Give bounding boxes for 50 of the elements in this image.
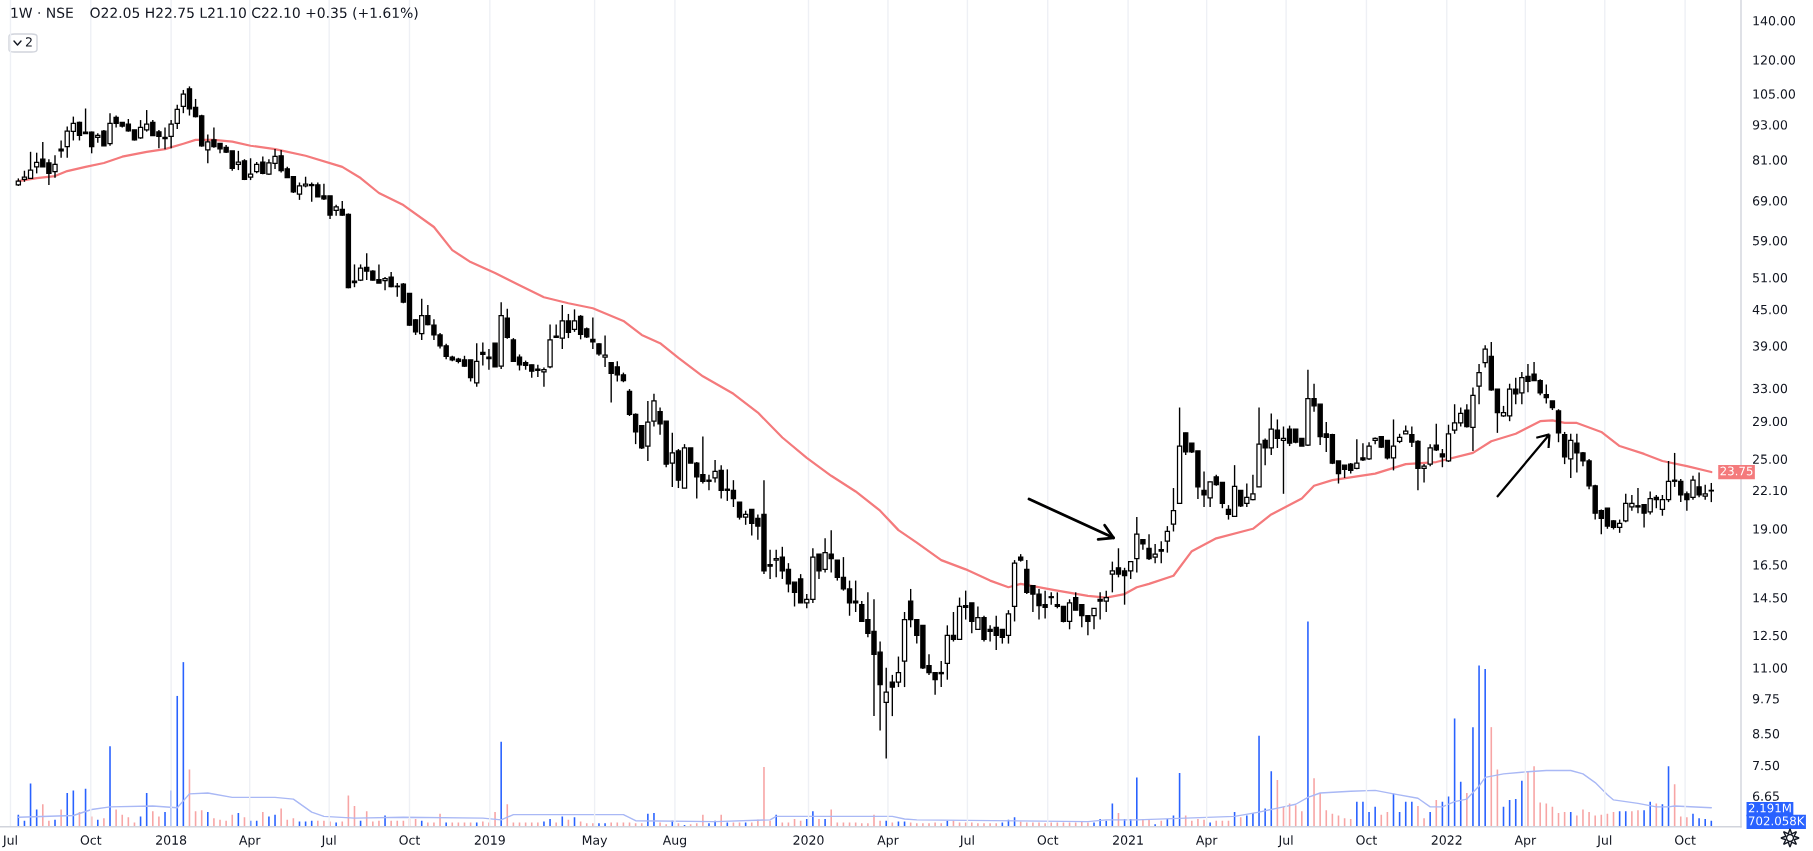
y-tick-label: 33.00 xyxy=(1753,383,1788,394)
x-tick-label: Jul xyxy=(320,835,336,848)
y-tick-label: 39.00 xyxy=(1753,341,1788,351)
y-tick-label: 45.00 xyxy=(1752,304,1788,315)
x-tick-label: 2019 xyxy=(474,835,505,845)
x-tick-label: Jul xyxy=(2,835,17,848)
x-tick-label: Aug xyxy=(662,835,686,848)
y-tick-label: 81.00 xyxy=(1752,155,1788,165)
y-tick-label: 29.00 xyxy=(1753,416,1788,427)
y-tick-label: 16.50 xyxy=(1753,560,1788,570)
y-tick-label: 6.65 xyxy=(1752,791,1779,801)
y-tick-label: 93.00 xyxy=(1752,120,1788,130)
y-tick-label: 59.00 xyxy=(1753,235,1788,246)
y-tick-label: 22.10 xyxy=(1753,485,1788,496)
x-tick-label: 2022 xyxy=(1431,835,1462,845)
y-tick-label: 25.00 xyxy=(1753,454,1788,464)
y-tick-label: 8.50 xyxy=(1752,728,1780,739)
y-tick-label: 12.50 xyxy=(1753,630,1788,641)
chart-subtitle: O22.05 H22.75 L21.10 C22.10 +0.35 (+1.61%) xyxy=(90,7,418,20)
annotation: 2 xyxy=(25,37,32,47)
y-tick-label: 105.00 xyxy=(1753,89,1796,99)
x-tick-label: 2018 xyxy=(156,835,187,845)
x-tick-label: Oct xyxy=(80,835,102,845)
x-tick-label: Jul xyxy=(959,835,974,848)
x-tick-label: Apr xyxy=(1195,835,1218,848)
y-tick-label: 7.50 xyxy=(1753,760,1780,771)
y-tick-label: 120.00 xyxy=(1753,55,1796,65)
y2-tick-label: 702.058K xyxy=(1748,816,1805,826)
x-tick-label: Apr xyxy=(877,835,899,848)
x-tick-label: Jul xyxy=(1596,835,1612,848)
x-tick-label: 2020 xyxy=(793,835,824,845)
y-tick-label: 11.00 xyxy=(1753,663,1788,673)
x-tick-label: Oct xyxy=(1356,835,1377,845)
y-tick-label: 19.00 xyxy=(1753,524,1788,534)
chart-title: 1W · NSE xyxy=(11,7,73,19)
x-tick-label: Apr xyxy=(239,835,261,848)
y2-tick-label: 2.191M xyxy=(1748,803,1791,813)
y-tick-label: 51.00 xyxy=(1753,273,1788,283)
x-tick-label: Apr xyxy=(1514,835,1537,848)
x-tick-label: Oct xyxy=(1675,835,1696,845)
x-tick-label: May xyxy=(582,835,608,848)
y-tick-label: 14.50 xyxy=(1753,593,1788,603)
y-tick-label: 9.75 xyxy=(1752,694,1779,704)
x-tick-label: Oct xyxy=(399,835,420,845)
x-tick-label: Oct xyxy=(1037,835,1059,845)
y-tick-label: 69.00 xyxy=(1752,196,1788,206)
y-tick-label: 140.00 xyxy=(1753,16,1796,26)
x-tick-label: 2021 xyxy=(1113,835,1143,845)
data-label: 23.75 xyxy=(1720,466,1753,476)
x-tick-label: Jul xyxy=(1277,835,1293,848)
